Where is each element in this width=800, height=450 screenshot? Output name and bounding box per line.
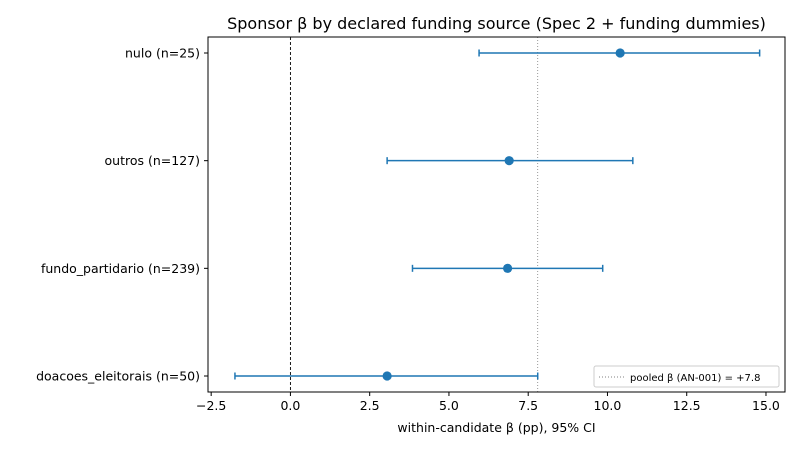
x-tick-label: 2.5 (360, 398, 380, 413)
legend: pooled β (AN-001) = +7.8 (593, 365, 780, 388)
x-tick-label: 15.0 (752, 398, 780, 413)
y-tick-label: outros (n=127) (105, 153, 200, 168)
chart-title: Sponsor β by declared funding source (Sp… (227, 14, 766, 33)
plot-frame (207, 36, 786, 393)
legend-label: pooled β (AN-001) = +7.8 (630, 373, 760, 384)
x-tick-label: 12.5 (673, 398, 701, 413)
estimate-point (504, 156, 514, 166)
x-tick-label: 7.5 (518, 398, 538, 413)
x-tick-label: 0.0 (280, 398, 300, 413)
x-tick-label: 10.0 (594, 398, 622, 413)
x-axis-label: within-candidate β (pp), 95% CI (397, 420, 595, 435)
legend-box (593, 365, 780, 388)
y-axis-ticks: nulo (n=25) outros (n=127) fundo_partidari… (36, 46, 208, 384)
x-axis-ticks: −2.5 0.0 2.5 5.0 7.5 10.0 12.5 15.0 (196, 392, 780, 413)
x-tick-label: 5.0 (439, 398, 459, 413)
estimate-point (502, 263, 513, 273)
estimate-points (382, 48, 625, 381)
y-tick-label: fundo_partidario (n=239) (41, 261, 200, 276)
y-tick-label: nulo (n=25) (125, 46, 200, 61)
y-tick-label: doacoes_eleitorais (n=50) (36, 369, 200, 384)
reference-lines (289, 37, 539, 392)
x-tick-label: −2.5 (196, 398, 226, 413)
estimate-point (615, 48, 625, 58)
estimate-point (382, 371, 392, 381)
